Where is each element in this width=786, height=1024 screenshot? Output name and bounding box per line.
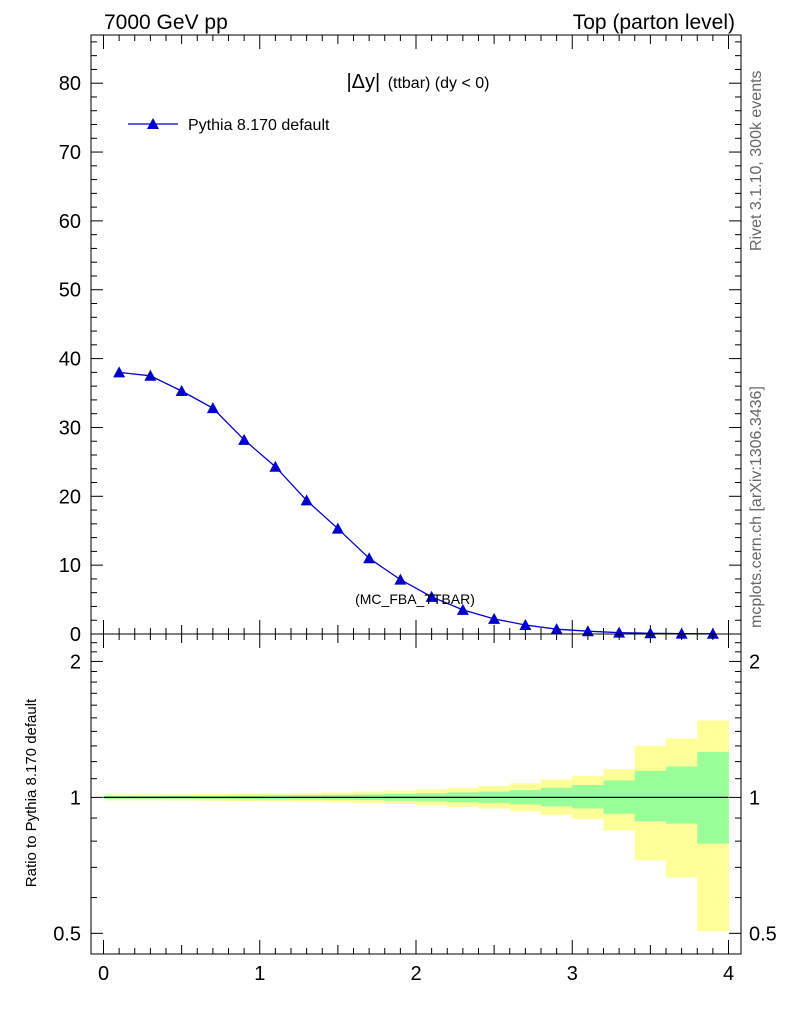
x-tick-label: 1 <box>254 963 265 985</box>
header-energy-label: 7000 GeV pp <box>104 11 228 34</box>
ratio-y-tick-label: 1 <box>70 787 81 809</box>
series-line-pythia <box>119 371 713 635</box>
ratio-band-green-bin <box>666 766 698 824</box>
main-y-tick-label: 10 <box>59 555 81 577</box>
data-point-marker <box>488 612 501 624</box>
ratio-axis-ticks: 0.5 0.5 1 1 2 2 0 1 2 3 4 <box>53 634 777 985</box>
legend-series-label: Pythia 8.170 default <box>188 117 330 134</box>
ratio-panel: 0.5 0.5 1 1 2 2 0 1 2 3 4 Ratio to Pythia 8.170 de… <box>23 633 777 985</box>
plot-title-observable: |Δy| <box>346 71 380 93</box>
main-y-tick-label: 30 <box>59 417 81 439</box>
data-point-marker <box>550 623 563 635</box>
data-point-marker <box>456 603 469 615</box>
x-tick-label: 0 <box>98 963 109 985</box>
data-point-marker <box>331 522 344 534</box>
x-tick-label: 3 <box>567 963 578 985</box>
plot-title: |Δy| (ttbar) (dy < 0) <box>346 71 489 93</box>
main-y-tick-label: 60 <box>59 211 81 233</box>
main-axis-ticks: 0 10 20 30 40 50 60 70 80 <box>59 35 741 646</box>
ratio-y-tick-label: 2 <box>70 651 81 673</box>
data-point-marker <box>300 494 313 506</box>
ratio-y-tick-label-right: 0.5 <box>749 923 777 945</box>
data-point-marker <box>206 402 219 414</box>
legend: Pythia 8.170 default <box>128 117 330 134</box>
ratio-y-tick-label-right: 2 <box>749 651 760 673</box>
main-y-tick-label: 20 <box>59 486 81 508</box>
ratio-bands-layer <box>103 720 729 932</box>
main-y-tick-label: 70 <box>59 142 81 164</box>
data-point-marker <box>706 627 719 639</box>
data-point-marker <box>144 369 157 381</box>
header-process-label: Top (parton level) <box>573 11 735 34</box>
data-point-marker <box>238 433 251 445</box>
data-point-marker <box>394 573 407 585</box>
mcplots-credit-label: mcplots.cern.ch [arXiv:1306.3436] <box>748 386 765 628</box>
main-y-tick-label: 0 <box>70 624 81 646</box>
ratio-band-green-bin <box>572 785 604 809</box>
plot-title-qualifier: (ttbar) (dy < 0) <box>388 75 490 92</box>
ratio-y-tick-label-right: 1 <box>749 787 760 809</box>
x-tick-label: 4 <box>723 963 734 985</box>
data-point-marker <box>175 384 188 396</box>
legend-triangle-marker <box>147 118 159 129</box>
data-point-marker <box>363 552 376 564</box>
rivet-version-label: Rivet 3.1.10, 300k events <box>748 70 765 251</box>
analysis-watermark: (MC_FBA_TTBAR) <box>355 591 475 607</box>
data-point-marker <box>581 625 594 637</box>
main-series-layer <box>113 366 719 639</box>
ratio-y-axis-label: Ratio to Pythia 8.170 default <box>23 698 40 887</box>
ratio-y-tick-label: 0.5 <box>53 923 81 945</box>
ratio-band-green-bin <box>634 770 667 822</box>
x-tick-label: 2 <box>410 963 421 985</box>
data-point-marker <box>613 626 626 638</box>
data-point-marker <box>113 366 126 378</box>
ratio-panel-frame <box>90 633 742 955</box>
main-y-tick-label: 50 <box>59 280 81 302</box>
main-y-tick-label: 40 <box>59 349 81 371</box>
data-point-marker <box>519 619 532 631</box>
data-point-marker <box>644 627 657 639</box>
data-point-marker <box>675 627 688 639</box>
data-point-marker <box>269 460 282 472</box>
data-point-marker <box>425 590 438 602</box>
main-y-tick-label: 80 <box>59 73 81 95</box>
